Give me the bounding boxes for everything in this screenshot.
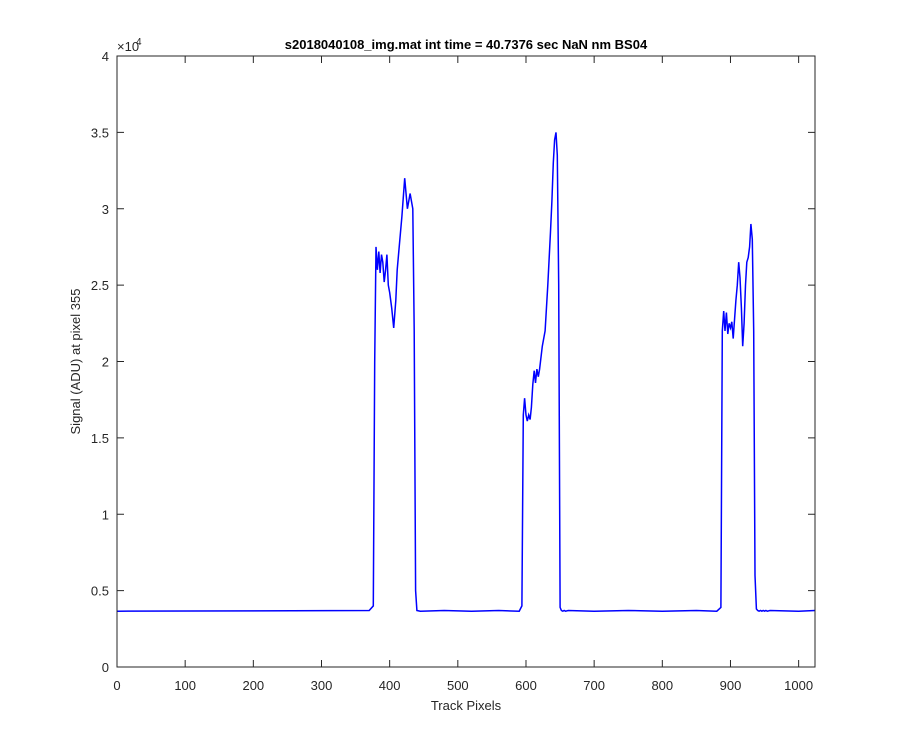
y-tick-label: 3 [102, 202, 109, 217]
y-tick-label: 0.5 [91, 584, 109, 599]
x-tick-label: 400 [379, 678, 401, 693]
y-exponent-power: 4 [136, 37, 142, 48]
y-tick-label: 3.5 [91, 125, 109, 140]
x-tick-label: 100 [174, 678, 196, 693]
y-tick-label: 1.5 [91, 431, 109, 446]
axes-box [116, 55, 816, 668]
x-tick-label: 200 [242, 678, 264, 693]
x-tick-label: 700 [583, 678, 605, 693]
y-tick-label: 2.5 [91, 278, 109, 293]
y-axis-label: Signal (ADU) at pixel 355 [68, 289, 83, 435]
y-tick-label: 0 [102, 660, 109, 675]
x-tick-label: 300 [311, 678, 333, 693]
x-tick-label: 600 [515, 678, 537, 693]
x-tick-label: 900 [720, 678, 742, 693]
chart-title: s2018040108_img.mat int time = 40.7376 s… [285, 37, 648, 52]
x-tick-label: 500 [447, 678, 469, 693]
x-tick-label: 0 [113, 678, 120, 693]
x-tick-label: 1000 [784, 678, 813, 693]
x-axis-label: Track Pixels [431, 698, 502, 713]
y-tick-label: 1 [102, 507, 109, 522]
y-exponent-label: ×10 4 [117, 37, 142, 54]
x-tick-label: 800 [651, 678, 673, 693]
axes-background [117, 56, 815, 667]
y-ticks: 0 0.5 1 1.5 2 2.5 3 3.5 4 [91, 49, 815, 675]
x-ticks: 0 100 200 300 400 500 600 700 800 900 1000 [113, 56, 813, 693]
series-line [116, 132, 816, 613]
y-tick-label: 4 [102, 49, 109, 64]
y-exponent-base: ×10 [117, 39, 139, 54]
y-tick-label: 2 [102, 355, 109, 370]
